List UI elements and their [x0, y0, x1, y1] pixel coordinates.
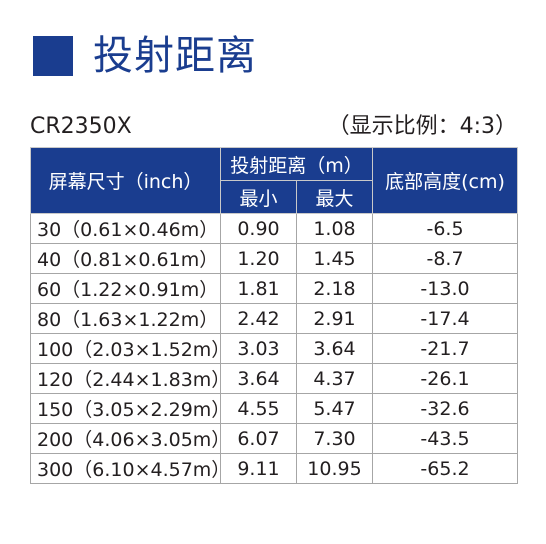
cell-min-distance: 3.64 — [220, 363, 297, 394]
table-row: 30（0.61×0.46m） 0.90 1.08 -6.5 — [30, 213, 519, 244]
table-row: 200（4.06×3.05m） 6.07 7.30 -43.5 — [30, 423, 519, 454]
cell-screen-size: 80（1.63×1.22m） — [30, 303, 221, 334]
cell-max-distance: 1.08 — [295, 213, 374, 244]
header-screen-size: 屏幕尺寸（inch） — [30, 147, 221, 214]
cell-screen-size: 200（4.06×3.05m） — [30, 423, 221, 454]
cell-bottom-height: -26.1 — [372, 363, 519, 394]
aspect-ratio-note: （显示比例：4:3） — [327, 114, 517, 139]
cell-screen-size: 60（1.22×0.91m） — [30, 273, 221, 304]
cell-min-distance: 9.11 — [220, 453, 297, 484]
table-row: 40（0.81×0.61m） 1.20 1.45 -8.7 — [30, 243, 519, 274]
cell-min-distance: 4.55 — [220, 393, 297, 424]
cell-bottom-height: -13.0 — [372, 273, 519, 304]
heading-square-marker — [33, 36, 73, 76]
cell-bottom-height: -65.2 — [372, 453, 519, 484]
cell-min-distance: 2.42 — [220, 303, 297, 334]
table-caption: CR2350X （显示比例：4:3） — [30, 112, 517, 142]
cell-bottom-height: -6.5 — [372, 213, 519, 244]
header-bottom-height: 底部高度(cm) — [372, 147, 519, 214]
cell-min-distance: 0.90 — [220, 213, 297, 244]
cell-min-distance: 1.20 — [220, 243, 297, 274]
page-title: 投射距离 — [93, 33, 257, 79]
cell-screen-size: 30（0.61×0.46m） — [30, 213, 221, 244]
header-subrow: 最小 最大 — [31, 180, 518, 214]
cell-screen-size: 150（3.05×2.29m） — [30, 393, 221, 424]
cell-bottom-height: -8.7 — [372, 243, 519, 274]
cell-max-distance: 7.30 — [295, 423, 374, 454]
throw-distance-table: 屏幕尺寸（inch） 投射距离（m） 底部高度(cm) 最小 最大 30（0.6… — [30, 147, 519, 484]
table-body: 30（0.61×0.46m） 0.90 1.08 -6.5 40（0.81×0.… — [30, 213, 519, 484]
cell-min-distance: 3.03 — [220, 333, 297, 364]
table-row: 100（2.03×1.52m） 3.03 3.64 -21.7 — [30, 333, 519, 364]
cell-min-distance: 6.07 — [220, 423, 297, 454]
cell-max-distance: 2.91 — [295, 303, 374, 334]
header-row: 屏幕尺寸（inch） 投射距离（m） 底部高度(cm) — [30, 147, 519, 214]
table-row: 120（2.44×1.83m） 3.64 4.37 -26.1 — [30, 363, 519, 394]
table-header: 屏幕尺寸（inch） 投射距离（m） 底部高度(cm) 最小 最大 — [30, 147, 519, 214]
cell-min-distance: 1.81 — [220, 273, 297, 304]
header-max: 最大 — [295, 180, 374, 214]
header-throw-distance: 投射距离（m） — [219, 147, 374, 181]
cell-bottom-height: -43.5 — [372, 423, 519, 454]
cell-max-distance: 4.37 — [295, 363, 374, 394]
cell-screen-size: 120（2.44×1.83m） — [30, 363, 221, 394]
table-row: 150（3.05×2.29m） 4.55 5.47 -32.6 — [30, 393, 519, 424]
cell-screen-size: 300（6.10×4.57m） — [30, 453, 221, 484]
cell-bottom-height: -21.7 — [372, 333, 519, 364]
cell-screen-size: 100（2.03×1.52m） — [30, 333, 221, 364]
section-heading: 投射距离 — [33, 28, 257, 84]
table-row: 300（6.10×4.57m） 9.11 10.95 -65.2 — [30, 453, 519, 484]
cell-max-distance: 1.45 — [295, 243, 374, 274]
cell-max-distance: 2.18 — [295, 273, 374, 304]
model-name: CR2350X — [30, 114, 132, 139]
header-min: 最小 — [220, 180, 297, 214]
table-row: 80（1.63×1.22m） 2.42 2.91 -17.4 — [30, 303, 519, 334]
cell-max-distance: 10.95 — [295, 453, 374, 484]
cell-bottom-height: -32.6 — [372, 393, 519, 424]
cell-max-distance: 3.64 — [295, 333, 374, 364]
cell-bottom-height: -17.4 — [372, 303, 519, 334]
table-row: 60（1.22×0.91m） 1.81 2.18 -13.0 — [30, 273, 519, 304]
cell-max-distance: 5.47 — [295, 393, 374, 424]
cell-screen-size: 40（0.81×0.61m） — [30, 243, 221, 274]
